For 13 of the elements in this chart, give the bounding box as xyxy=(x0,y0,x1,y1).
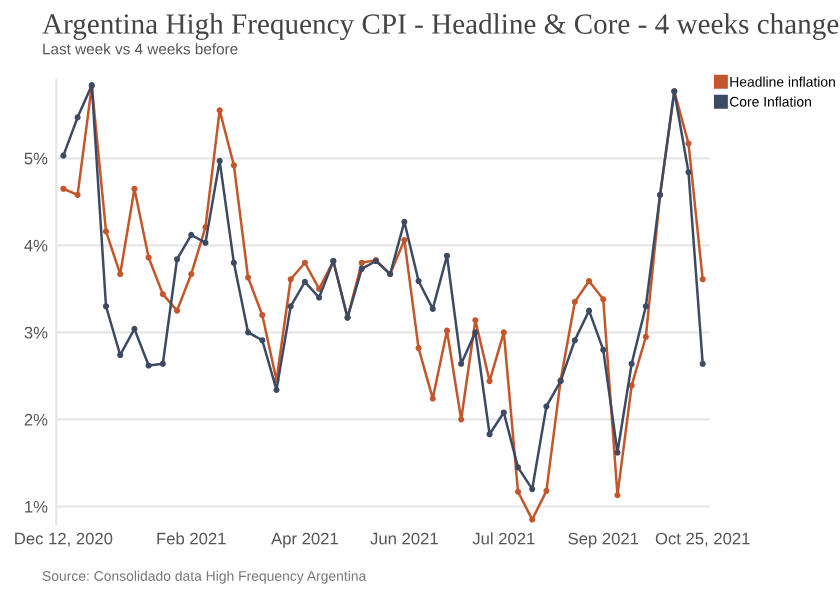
y-tick-label: 4% xyxy=(24,239,48,252)
x-tick-label: Sep 2021 xyxy=(568,532,639,548)
x-tick-label: Dec 12, 2020 xyxy=(15,532,113,547)
x-tick-label: Jul 2021 xyxy=(472,532,535,545)
x-tick-label: Apr 2021 xyxy=(271,532,338,548)
chart-title: Argentina High Frequency CPI - Headline & Core - 4 weeks change xyxy=(42,13,839,40)
y-tick-label: 2% xyxy=(24,413,48,426)
x-tick-label: Feb 2021 xyxy=(157,532,226,545)
x-tick-label: Oct 25, 2021 xyxy=(655,532,750,547)
x-tick-label: Jun 2021 xyxy=(370,532,438,545)
y-tick-label: 3% xyxy=(24,326,48,339)
y-tick-label: 1% xyxy=(25,500,48,513)
y-tick-label: 5% xyxy=(24,152,48,165)
